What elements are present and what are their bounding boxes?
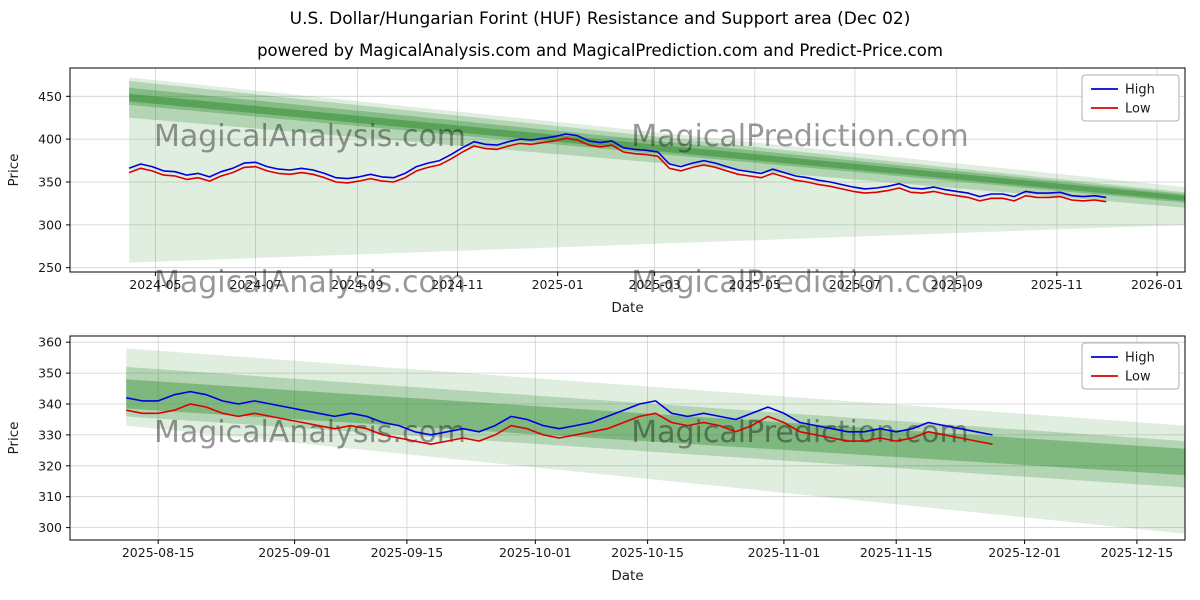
- low-price-line: [128, 137, 1107, 203]
- x-tick-label: 2024-09: [331, 277, 383, 292]
- high-price-line: [126, 390, 993, 436]
- x-tick-label: 2025-03: [628, 277, 680, 292]
- y-tick-label: 450: [38, 89, 62, 104]
- y-tick-label: 320: [38, 458, 62, 473]
- y-axis-label: Price: [6, 154, 22, 187]
- low-price-line: [126, 403, 993, 445]
- x-tick-label: 2025-12-01: [988, 545, 1061, 560]
- y-tick-label: 300: [38, 520, 62, 535]
- figure-subtitle: powered by MagicalAnalysis.com and Magic…: [257, 41, 943, 60]
- plot-border: [69, 335, 1186, 541]
- high-price-line: [128, 133, 1107, 199]
- support-resistance-band: [126, 379, 1186, 476]
- y-tick-label: 310: [38, 489, 62, 504]
- x-tick-label: 2025-10-15: [611, 545, 684, 560]
- x-tick-label: 2025-07: [829, 277, 881, 292]
- y-tick-label: 340: [38, 397, 62, 412]
- legend-low-label: Low: [1125, 370, 1151, 385]
- watermark-text: MagicalAnalysis.com: [154, 265, 466, 300]
- watermark-text: MagicalPrediction.com: [631, 119, 969, 154]
- y-tick-label: 350: [38, 175, 62, 190]
- chart-bottom-price-panel: MagicalAnalysis.com MagicalPrediction.com…: [6, 335, 1186, 584]
- support-resistance-band: [126, 348, 1186, 534]
- y-tick-label: 360: [38, 335, 62, 350]
- x-tick-label: 2025-10-01: [499, 545, 572, 560]
- legend-low-label: Low: [1125, 102, 1151, 117]
- y-axis-label: Price: [6, 422, 22, 455]
- legend-high-label: High: [1125, 351, 1155, 366]
- x-tick-label: 2025-05: [729, 277, 781, 292]
- x-tick-label: 2024-07: [229, 277, 281, 292]
- plot-border: [69, 67, 1186, 273]
- y-tick-label: 250: [38, 260, 62, 275]
- y-tick-label: 400: [38, 132, 62, 147]
- x-tick-label: 2025-11-15: [860, 545, 933, 560]
- watermark-text: MagicalPrediction.com: [631, 265, 969, 300]
- x-tick-label: 2025-08-15: [122, 545, 195, 560]
- x-axis-label: Date: [611, 300, 643, 316]
- legend-box: [1081, 342, 1180, 390]
- x-tick-label: 2025-01: [532, 277, 584, 292]
- x-tick-label: 2025-09: [931, 277, 983, 292]
- chart-top-price-panel: MagicalAnalysis.com MagicalPrediction.com…: [6, 67, 1186, 316]
- figure-title: U.S. Dollar/Hungarian Forint (HUF) Resis…: [289, 9, 911, 29]
- x-tick-label: 2026-01: [1131, 277, 1183, 292]
- x-tick-label: 2024-11: [431, 277, 483, 292]
- watermark-text: MagicalAnalysis.com: [154, 415, 466, 450]
- x-tick-label: 2025-09-15: [371, 545, 444, 560]
- x-tick-label: 2025-09-01: [258, 545, 331, 560]
- y-tick-label: 350: [38, 366, 62, 381]
- support-resistance-band: [126, 366, 1186, 488]
- support-resistance-band: [129, 93, 1186, 201]
- x-axis-label: Date: [611, 568, 643, 584]
- x-tick-label: 2025-11: [1031, 277, 1083, 292]
- legend-box: [1081, 74, 1180, 122]
- y-tick-label: 330: [38, 427, 62, 442]
- y-tick-label: 300: [38, 217, 62, 232]
- x-tick-label: 2025-12-15: [1101, 545, 1174, 560]
- x-tick-label: 2025-11-01: [748, 545, 821, 560]
- watermark-text: MagicalAnalysis.com: [154, 119, 466, 154]
- x-tick-label: 2024-05: [129, 277, 181, 292]
- legend-high-label: High: [1125, 83, 1155, 98]
